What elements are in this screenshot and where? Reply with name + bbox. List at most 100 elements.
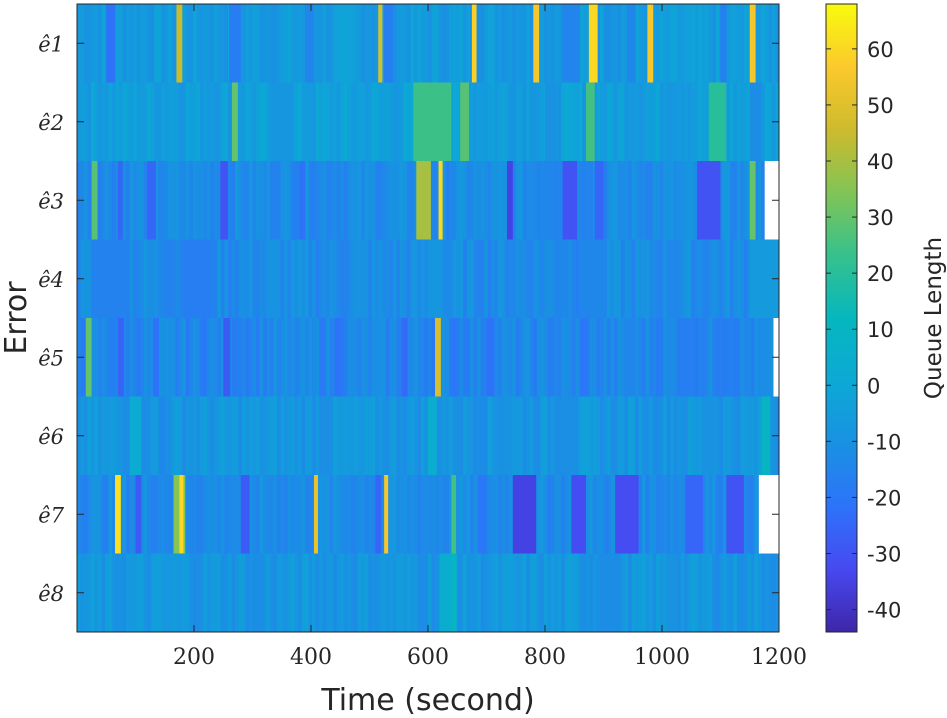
heatmap-cell	[277, 553, 281, 632]
heatmap-cell	[410, 318, 415, 397]
heatmap-cell	[154, 475, 159, 554]
heatmap-band	[240, 475, 250, 554]
heatmap-cell	[628, 161, 632, 240]
heatmap-cell	[108, 161, 113, 240]
heatmap-cell	[399, 4, 404, 83]
heatmap-cell	[115, 161, 120, 240]
heatmap-band	[615, 475, 639, 554]
heatmap-cell	[712, 553, 717, 632]
heatmap-cell	[687, 82, 692, 161]
heatmap-cell	[385, 553, 390, 632]
heatmap-cell	[435, 553, 439, 632]
heatmap-cell	[435, 4, 439, 83]
heatmap-cell	[206, 4, 211, 83]
heatmap-cell	[189, 82, 194, 161]
heatmap-cell	[343, 396, 348, 475]
heatmap-cell	[652, 396, 657, 475]
heatmap-cell	[140, 161, 144, 240]
heatmap-band	[685, 318, 692, 397]
heatmap-cell	[750, 475, 755, 554]
heatmap-cell	[740, 318, 745, 397]
heatmap-cell	[266, 396, 271, 475]
heatmap-cell	[747, 318, 752, 397]
heatmap-cell	[578, 553, 583, 632]
heatmap-cell	[347, 475, 352, 554]
heatmap-cell	[757, 553, 762, 632]
heatmap-cell	[498, 553, 503, 632]
heatmap-cell	[413, 239, 418, 318]
heatmap-cell	[252, 475, 257, 554]
heatmap-cell	[108, 553, 113, 632]
heatmap-cell	[224, 239, 229, 318]
heatmap-cell	[319, 82, 323, 161]
heatmap-cell	[624, 4, 629, 83]
heatmap-cell	[368, 82, 373, 161]
heatmap-cell	[726, 4, 731, 83]
heatmap-cell	[150, 318, 155, 397]
heatmap-cell	[263, 553, 267, 632]
heatmap-cell	[164, 82, 169, 161]
heatmap-cell	[624, 239, 629, 318]
heatmap-cell	[568, 553, 573, 632]
heatmap-cell	[712, 239, 717, 318]
heatmap-band	[384, 4, 393, 83]
heatmap-cell	[375, 318, 380, 397]
heatmap-cell	[94, 318, 99, 397]
heatmap-cell	[473, 553, 478, 632]
heatmap-cell	[417, 396, 422, 475]
heatmap-cell	[554, 553, 559, 632]
heatmap-band	[179, 475, 184, 554]
heatmap-cell	[628, 239, 632, 318]
heatmap-cell	[210, 553, 215, 632]
heatmap-cell	[719, 475, 724, 554]
heatmap-cell	[417, 318, 422, 397]
heatmap-cell	[287, 318, 292, 397]
heatmap-cell	[333, 239, 338, 318]
heatmap-cell	[340, 553, 345, 632]
x-tick-label: 1000	[634, 645, 690, 670]
heatmap-cell	[508, 553, 513, 632]
heatmap-cell	[733, 553, 738, 632]
heatmap-cell	[185, 553, 190, 632]
heatmap-cell	[663, 475, 667, 554]
heatmap-cell	[396, 553, 401, 632]
heatmap-cell	[364, 161, 369, 240]
heatmap-cell	[691, 161, 696, 240]
heatmap-cell	[543, 475, 548, 554]
heatmap-cell	[533, 82, 538, 161]
heatmap-cell	[126, 82, 130, 161]
heatmap-cell	[298, 475, 302, 554]
heatmap-cell	[129, 239, 134, 318]
heatmap-cell	[256, 318, 260, 397]
heatmap-cell	[84, 475, 88, 554]
heatmap-cell	[259, 475, 264, 554]
heatmap-cell	[614, 4, 618, 83]
heatmap-cell	[480, 553, 485, 632]
heatmap-cell	[743, 161, 748, 240]
heatmap-band	[375, 475, 382, 554]
heatmap-band	[585, 82, 595, 161]
heatmap-cell	[420, 396, 425, 475]
heatmap-cell	[680, 318, 685, 397]
heatmap-band	[129, 396, 142, 475]
heatmap-cell	[357, 396, 362, 475]
heatmap-cell	[108, 396, 113, 475]
heatmap-cell	[659, 4, 664, 83]
heatmap-cell	[175, 82, 180, 161]
heatmap-cell	[343, 239, 348, 318]
heatmap-cell	[571, 396, 576, 475]
heatmap-band	[270, 82, 294, 161]
heatmap-cell	[171, 161, 176, 240]
heatmap-cell	[340, 318, 345, 397]
heatmap-cell	[315, 161, 320, 240]
heatmap-cell	[557, 4, 562, 83]
heatmap-cell	[143, 82, 148, 161]
heatmap-cell	[305, 475, 309, 554]
heatmap-cell	[477, 161, 481, 240]
heatmap-cell	[578, 239, 583, 318]
heatmap-cell	[227, 475, 232, 554]
heatmap-cell	[185, 4, 190, 83]
heatmap-cell	[101, 161, 106, 240]
heatmap-cell	[431, 475, 436, 554]
heatmap-cell	[91, 396, 95, 475]
